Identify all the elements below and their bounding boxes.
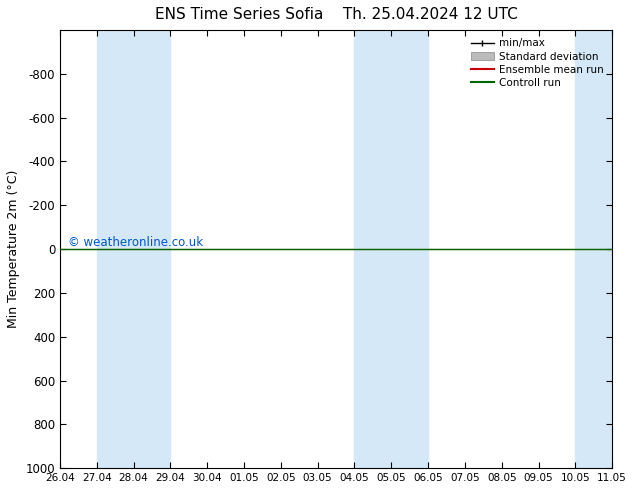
- Text: © weatheronline.co.uk: © weatheronline.co.uk: [68, 236, 204, 249]
- Title: ENS Time Series Sofia    Th. 25.04.2024 12 UTC: ENS Time Series Sofia Th. 25.04.2024 12 …: [155, 7, 517, 22]
- Y-axis label: Min Temperature 2m (°C): Min Temperature 2m (°C): [7, 170, 20, 328]
- Bar: [354, 30, 428, 468]
- Bar: [97, 30, 171, 468]
- Bar: [576, 30, 612, 468]
- Legend: min/max, Standard deviation, Ensemble mean run, Controll run: min/max, Standard deviation, Ensemble me…: [468, 35, 607, 91]
